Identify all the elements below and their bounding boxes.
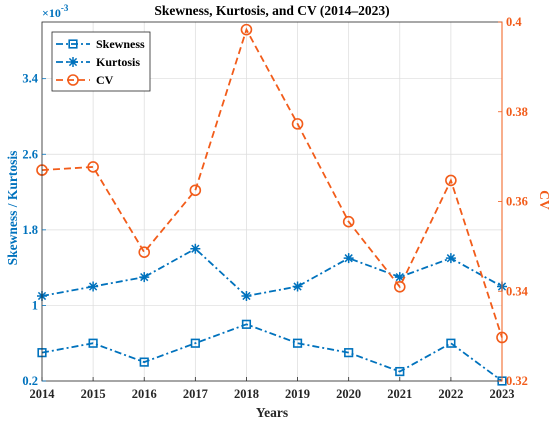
legend-marker-kurtosis [68,57,78,67]
right-y-tick-label: 0.38 [506,105,528,119]
legend-label-cv: CV [96,73,114,87]
left-y-tick-label: 0.2 [22,374,38,388]
x-tick-label: 2016 [132,387,157,401]
series-kurtosis [37,243,507,301]
left-y-tick-label: 2.6 [22,147,38,161]
skewness-point [241,319,252,329]
skewness-point [344,348,354,358]
skewness-point [395,366,405,377]
series-skewness [37,319,507,386]
x-tick-label: 2021 [387,387,412,401]
left-y-tick-label: 1 [32,298,38,312]
left-y-tick-label: 3.4 [22,72,38,86]
x-tick-label: 2017 [183,387,208,401]
kurtosis-point [190,243,201,254]
right-y-tick-label: 0.32 [506,374,528,388]
kurtosis-point [241,290,252,301]
right-y-tick-label: 0.36 [506,195,528,209]
left-axis-exponent: ×10-3 [42,3,69,20]
right-y-axis-label: CV [537,190,550,210]
kurtosis-point [445,253,456,264]
kurtosis-point [139,272,150,283]
cv-point [87,161,99,173]
exponent-base: ×10 [42,6,61,20]
skewness-point [446,338,456,348]
cv-point [393,280,406,293]
x-tick-label: 2023 [490,387,515,401]
cv-point [138,246,151,259]
kurtosis-point [394,272,405,283]
series-layer [36,23,508,386]
legend-marker-cv [67,74,79,86]
skewness-line [41,323,503,382]
exponent-power: -3 [61,3,69,13]
legend-marker-skewness [68,39,78,49]
left-y-tick-label: 1.8 [22,223,38,237]
x-tick-label: 2020 [336,387,361,401]
kurtosis-point [292,281,303,292]
series-cv [36,23,508,344]
legend: Skewness Kurtosis CV [51,31,151,92]
left-y-axis-label: Skewness / Kurtosis [5,151,20,266]
x-tick-label: 2014 [30,387,56,401]
x-tick-label: 2015 [81,387,106,401]
right-y-axis-ticks: 0.32 0.34 0.36 0.38 0.4 [498,15,529,388]
x-axis-label: Years [256,405,288,420]
cv-point [342,215,355,228]
x-tick-label: 2018 [234,387,259,401]
left-y-axis-ticks: 0.2 1 1.8 2.6 3.4 [22,72,46,388]
skewness-point [190,338,200,348]
legend-label-kurtosis: Kurtosis [96,55,140,69]
kurtosis-point [88,281,99,292]
skewness-point [139,357,149,367]
kurtosis-point [343,253,354,264]
chart-title: Skewness, Kurtosis, and CV (2014–2023) [154,3,389,18]
legend-label-skewness: Skewness [96,37,145,51]
x-tick-label: 2019 [285,387,310,401]
cv-point [240,23,253,36]
x-axis-ticks: 2014 2015 2016 2017 2018 2019 2020 2021 2022 2023 [30,377,515,401]
cv-point [445,174,457,187]
kurtosis-line [41,247,503,297]
skewness-point [292,338,303,348]
x-tick-label: 2022 [438,387,463,401]
cv-point [189,184,202,197]
cv-line [41,27,503,338]
right-y-tick-label: 0.4 [506,15,522,29]
skewness-point [88,338,98,348]
cv-point [291,118,304,130]
right-y-tick-label: 0.34 [506,284,529,298]
